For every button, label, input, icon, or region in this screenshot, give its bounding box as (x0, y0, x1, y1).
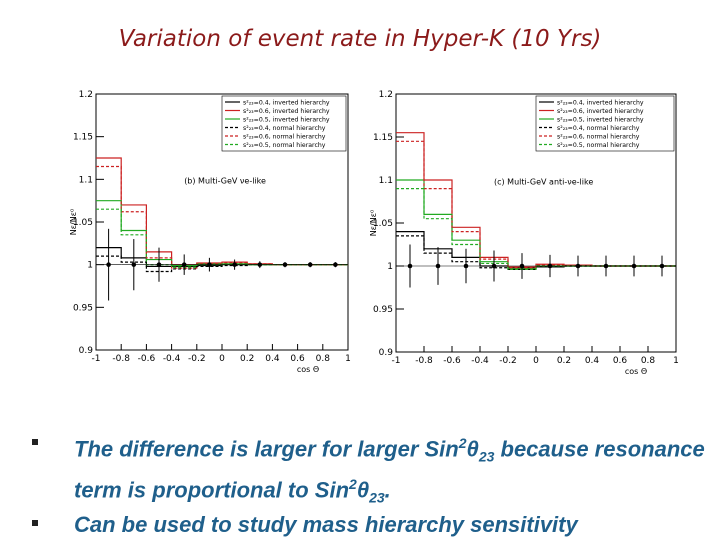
data-point (519, 263, 525, 269)
legend-entry: s²₂₃=0.6, inverted hierarchy (557, 108, 644, 115)
data-point (435, 263, 441, 269)
x-tick-label: -0.4 (471, 356, 489, 366)
panel-label: (b) Multi-GeV νe-like (184, 177, 266, 186)
y-tick-label: 1.2 (379, 90, 393, 100)
panel-label: (c) Multi-GeV anti-νe-like (494, 177, 593, 186)
data-point (575, 263, 581, 269)
x-tick-label: 0.6 (613, 356, 628, 366)
y-tick-label: 1 (387, 262, 393, 272)
x-tick-label: 0.4 (585, 356, 600, 366)
legend-entry: s²₂₃=0.4, normal hierarchy (557, 125, 640, 132)
x-tick-label: -1 (392, 356, 401, 366)
y-tick-label: 0.95 (373, 305, 393, 315)
data-point (156, 262, 162, 267)
legend-entry: s²₂₃=0.4, inverted hierarchy (557, 100, 644, 107)
data-point (181, 262, 187, 267)
bullet-theta-1: θ (466, 436, 479, 462)
data-point (257, 262, 263, 267)
x-tick-label: 1 (345, 354, 351, 364)
bullet-sup-2: 2 (349, 475, 357, 492)
legend-entry: s²₂₃=0.5, inverted hierarchy (557, 117, 644, 124)
legend-entry: s²₂₃=0.6, normal hierarchy (557, 134, 640, 141)
y-axis-label: Nε/Nε⁰ (70, 209, 78, 236)
bullet-text-1a: The difference is larger for larger Sin (74, 436, 459, 462)
data-point (659, 263, 665, 269)
x-axis-label: cos Θ (625, 367, 647, 376)
y-tick-label: 0.9 (79, 346, 94, 356)
x-tick-label: 0.2 (557, 356, 571, 366)
legend-box (221, 95, 347, 152)
x-tick-label: 0 (219, 354, 225, 364)
bullet-marker (32, 439, 38, 445)
data-point (207, 262, 212, 267)
chart-multi-gev-anti-nue: 0.9 0.95 1 1.05 1.1 1.15 1.2 -1 -0.8 -0.6 -0.4 -0.2… (369, 90, 679, 376)
legend-entry: s²₂₃=0.5, inverted hierarchy (243, 117, 330, 124)
x-tick-label: -0.6 (138, 354, 156, 364)
y-tick-label: 1.15 (73, 133, 93, 143)
bullet-theta-2: θ (356, 477, 370, 503)
y-tick-label: 1.15 (373, 133, 393, 143)
x-tick-label: -1 (92, 354, 101, 364)
y-tick-label: 1.05 (73, 218, 93, 228)
data-point (603, 263, 609, 269)
chart-multi-gev-nue: 0.9 0.95 1 1.05 1.1 1.15 1.2 -1 -0.8 -0.6 -0.4 -0.2… (70, 90, 351, 374)
data-point (232, 262, 237, 267)
y-tick-label: 1 (87, 261, 93, 271)
legend-entry: s²₂₃=0.5, normal hierarchy (557, 142, 640, 149)
data-point (463, 263, 469, 269)
bullet-sub-1: 23 (478, 448, 495, 465)
slide-title: Variation of event rate in Hyper-K (10 Y… (118, 26, 602, 52)
x-tick-label: 1 (673, 356, 679, 366)
y-tick-label: 1.1 (379, 176, 393, 186)
x-tick-label: 0.8 (641, 356, 656, 366)
y-tick-label: 0.95 (73, 303, 93, 313)
x-tick-label: -0.8 (415, 356, 433, 366)
data-point (547, 263, 553, 269)
data-point (407, 263, 413, 269)
data-point (106, 262, 111, 267)
legend-box (535, 95, 675, 152)
x-tick-label: -0.4 (163, 354, 181, 364)
x-tick-label: 0 (533, 356, 539, 366)
y-tick-label: 1.05 (373, 219, 393, 229)
series-line (396, 188, 676, 271)
series-line (396, 132, 676, 268)
bullet-text-1b: because resonance term is proportional t… (74, 436, 705, 503)
x-tick-label: 0.8 (316, 354, 331, 364)
y-axis-label: Nε/Nε⁰ (369, 210, 378, 237)
bullet-list: The difference is larger for larger Sin2… (28, 430, 708, 538)
data-point (491, 263, 497, 269)
x-tick-label: -0.2 (188, 354, 206, 364)
data-point (631, 263, 637, 269)
bullet-marker (32, 520, 38, 527)
x-axis-label: cos Θ (297, 365, 319, 374)
legend-entry: s²₂₃=0.4, normal hierarchy (243, 125, 326, 132)
x-tick-label: 0.6 (290, 354, 305, 364)
data-point (333, 262, 338, 267)
bullet-sup-1: 2 (458, 435, 467, 451)
legend-entry: s²₂₃=0.4, inverted hierarchy (243, 100, 330, 107)
bullet-sub-2: 23 (369, 489, 385, 506)
data-point (131, 262, 137, 267)
legend-entry: s²₂₃=0.5, normal hierarchy (243, 142, 326, 149)
bullet-text-2: Can be used to study mass hierarchy sens… (74, 512, 578, 538)
bullet-item-difference: The difference is larger for larger Sin2… (28, 430, 708, 511)
y-tick-label: 0.9 (379, 348, 394, 358)
bullet-item-mass-hierarchy: Can be used to study mass hierarchy sens… (28, 511, 708, 538)
legend-entry: s²₂₃=0.6, normal hierarchy (243, 134, 326, 141)
data-point (307, 262, 313, 267)
bullet-text-1c: . (384, 477, 391, 503)
y-tick-label: 1.2 (79, 90, 93, 100)
legend-entry: s²₂₃=0.6, inverted hierarchy (243, 108, 330, 115)
y-tick-label: 1.1 (79, 175, 93, 185)
series-line (96, 165, 348, 269)
x-tick-label: -0.2 (499, 356, 517, 366)
x-tick-label: -0.8 (112, 354, 130, 364)
data-point (282, 262, 288, 267)
x-tick-label: 0.4 (265, 354, 280, 364)
x-tick-label: -0.6 (443, 356, 461, 366)
x-tick-label: 0.2 (240, 354, 254, 364)
